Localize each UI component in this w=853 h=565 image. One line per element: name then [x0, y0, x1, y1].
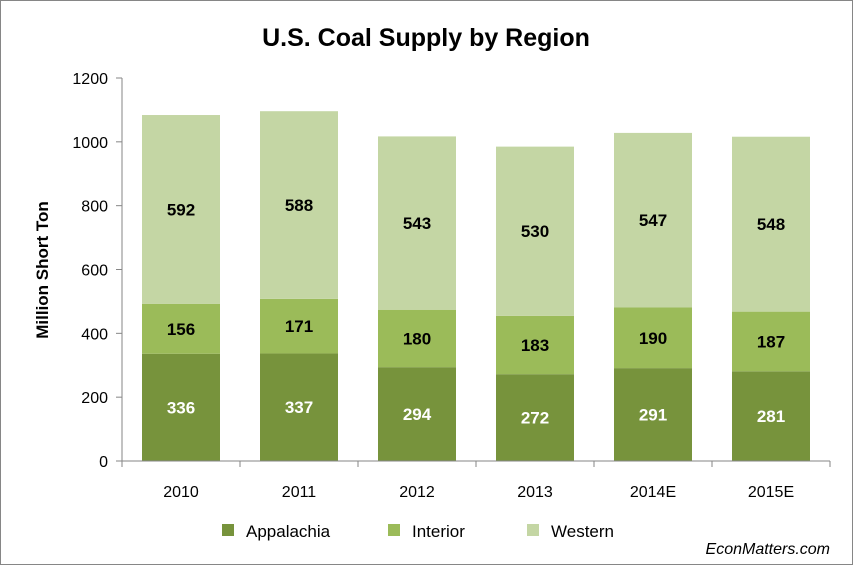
data-label-western-2010: 592: [167, 200, 195, 219]
legend-label-western: Western: [551, 522, 614, 541]
bar-western-2010: [142, 115, 220, 304]
bar-western-2014e: [614, 132, 692, 308]
bar-interior-2013: [496, 315, 574, 375]
bar-appalachia-2014e: [614, 368, 692, 461]
data-label-western-2015e: 548: [757, 215, 785, 234]
x-tick-label: 2013: [517, 484, 553, 501]
watermark: EconMatters.com: [706, 541, 830, 558]
bar-western-2015e: [732, 136, 810, 312]
data-label-interior-2012: 180: [403, 329, 431, 348]
data-label-appalachia-2015e: 281: [757, 407, 785, 426]
bar-interior-2014e: [614, 307, 692, 369]
data-label-western-2012: 543: [403, 214, 431, 233]
data-label-interior-2010: 156: [167, 320, 195, 339]
y-tick-label: 1000: [72, 135, 108, 152]
y-tick-label: 600: [81, 263, 108, 280]
y-tick-label: 0: [99, 454, 108, 471]
y-tick-label: 800: [81, 199, 108, 216]
data-label-appalachia-2011: 337: [285, 398, 313, 417]
bar-interior-2011: [260, 298, 338, 354]
data-label-interior-2013: 183: [521, 336, 549, 355]
bar-western-2012: [378, 136, 456, 310]
y-axis-label: Million Short Ton: [33, 201, 52, 339]
data-label-appalachia-2014e: 291: [639, 406, 667, 425]
legend-label-interior: Interior: [412, 522, 465, 541]
x-tick-label: 2012: [399, 484, 435, 501]
data-label-appalachia-2010: 336: [167, 398, 195, 417]
data-label-appalachia-2012: 294: [403, 405, 432, 424]
bar-western-2013: [496, 146, 574, 316]
axes-layer: 0 200 400 600 800 1000 1200 2010 2011 2012 2013 201…: [72, 71, 831, 501]
bar-interior-2015e: [732, 311, 810, 372]
legend-swatch-interior: [388, 524, 400, 536]
data-label-interior-2011: 171: [285, 317, 313, 336]
x-tick-label: 2014E: [630, 484, 676, 501]
legend-swatch-appalachia: [222, 524, 234, 536]
x-tick-label: 2015E: [748, 484, 794, 501]
bar-appalachia-2010: [142, 353, 220, 461]
x-tick-label: 2011: [282, 484, 317, 501]
bar-appalachia-2013: [496, 374, 574, 461]
data-label-western-2011: 588: [285, 196, 313, 215]
bar-appalachia-2012: [378, 367, 456, 461]
data-label-appalachia-2013: 272: [521, 409, 549, 428]
chart-title: U.S. Coal Supply by Region: [262, 24, 590, 52]
legend-label-appalachia: Appalachia: [246, 522, 331, 541]
legend: Appalachia Interior Western: [222, 522, 614, 541]
x-tick-label: 2010: [163, 484, 199, 501]
data-label-interior-2014e: 190: [639, 329, 667, 348]
y-tick-label: 400: [81, 326, 108, 343]
data-label-western-2014e: 547: [639, 211, 667, 230]
data-label-western-2013: 530: [521, 222, 549, 241]
y-tick-label: 1200: [72, 71, 108, 88]
data-label-interior-2015e: 187: [757, 332, 785, 351]
bar-interior-2010: [142, 303, 220, 354]
bar-appalachia-2015e: [732, 371, 810, 461]
bar-interior-2012: [378, 309, 456, 368]
bar-appalachia-2011: [260, 353, 338, 461]
legend-swatch-western: [527, 524, 539, 536]
y-tick-label: 200: [81, 390, 108, 407]
bar-western-2011: [260, 111, 338, 299]
bars-layer: 336 156 592 337 171 588 294 180 543 272 183 530 291 1…: [142, 111, 810, 461]
